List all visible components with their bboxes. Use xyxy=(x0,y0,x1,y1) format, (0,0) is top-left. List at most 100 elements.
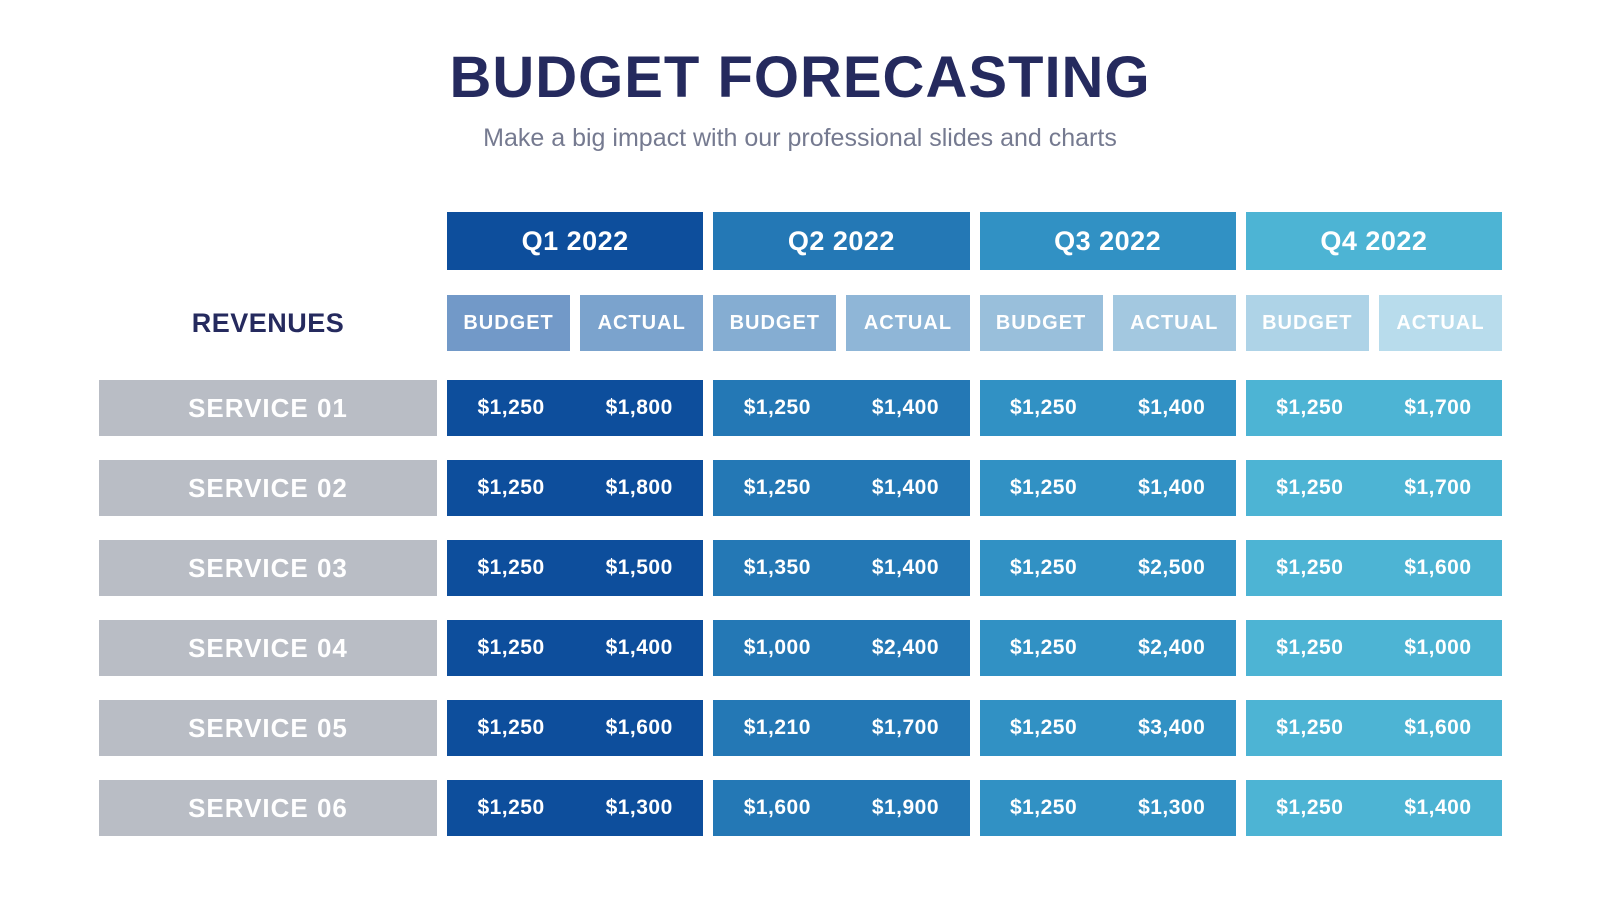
table-row-service-2: SERVICE 02 $1,250 $1,800 $1,250 $1,400 $1,250… xyxy=(99,460,1502,516)
service-label: SERVICE 05 xyxy=(99,700,437,756)
actual-value-cell: $1,600 xyxy=(605,716,673,739)
actual-column-header-q4: ACTUAL xyxy=(1378,295,1502,351)
budget-value-cell: $1,250 xyxy=(1009,716,1078,739)
budget-column-header-q4: BUDGET xyxy=(1245,295,1369,351)
value-block-q2: $1,600 $1,900 xyxy=(713,780,970,836)
value-block-q2: $1,000 $2,400 xyxy=(713,620,970,676)
value-block-q3: $1,250 $2,500 xyxy=(979,540,1236,596)
actual-value-cell: $1,400 xyxy=(1138,396,1206,419)
actual-value-cell: $1,700 xyxy=(1404,396,1472,419)
table-row-service-3: SERVICE 03 $1,250 $1,500 $1,350 $1,400 $1,250… xyxy=(99,540,1502,596)
actual-value-cell: $1,800 xyxy=(605,396,673,419)
value-block-q3: $1,250 $1,400 xyxy=(979,460,1236,516)
page-subtitle: Make a big impact with our professional … xyxy=(483,124,1117,152)
quarter-header-q1: Q1 2022 xyxy=(447,212,704,270)
actual-value-cell: $1,300 xyxy=(1138,796,1206,819)
table-row-service-1: SERVICE 01 $1,250 $1,800 $1,250 $1,400 $1,250… xyxy=(99,380,1502,436)
actual-value-cell: $1,600 xyxy=(1404,716,1472,739)
table-row-service-4: SERVICE 04 $1,250 $1,400 $1,000 $2,400 $1,250… xyxy=(99,620,1502,676)
subheader-group-q3: BUDGET ACTUAL xyxy=(979,295,1236,351)
budget-column-header-q1: BUDGET xyxy=(447,295,571,351)
subheader-row: REVENUES BUDGET ACTUAL BUDGET ACTUAL BUDGET A… xyxy=(99,295,1502,351)
quarter-header-spacer xyxy=(99,212,437,270)
quarter-header-row: Q1 2022 Q2 2022 Q3 2022 Q4 2022 xyxy=(99,212,1502,270)
budget-column-header-q3: BUDGET xyxy=(979,295,1103,351)
budget-value-cell: $1,250 xyxy=(743,476,811,499)
actual-column-header-q2: ACTUAL xyxy=(846,295,970,351)
quarter-header-q2: Q2 2022 xyxy=(713,212,970,270)
budget-value-cell: $1,250 xyxy=(477,396,545,419)
service-label: SERVICE 03 xyxy=(99,540,437,596)
actual-value-cell: $1,400 xyxy=(1138,476,1206,499)
value-block-q2: $1,350 $1,400 xyxy=(713,540,970,596)
actual-value-cell: $1,300 xyxy=(605,796,673,819)
value-block-q4: $1,250 $1,600 xyxy=(1245,700,1502,756)
value-block-q1: $1,250 $1,300 xyxy=(447,780,704,836)
value-block-q3: $1,250 $1,300 xyxy=(979,780,1236,836)
service-label: SERVICE 04 xyxy=(99,620,437,676)
actual-value-cell: $1,000 xyxy=(1404,636,1472,659)
service-label: SERVICE 06 xyxy=(99,780,437,836)
subheader-group-q2: BUDGET ACTUAL xyxy=(713,295,970,351)
service-label: SERVICE 01 xyxy=(99,380,437,436)
value-block-q3: $1,250 $3,400 xyxy=(979,700,1236,756)
actual-value-cell: $1,500 xyxy=(605,556,673,579)
budget-value-cell: $1,250 xyxy=(1276,396,1344,419)
value-block-q2: $1,210 $1,700 xyxy=(713,700,970,756)
value-block-q4: $1,250 $1,400 xyxy=(1245,780,1502,836)
actual-value-cell: $1,700 xyxy=(1404,476,1472,499)
value-block-q2: $1,250 $1,400 xyxy=(713,460,970,516)
budget-value-cell: $1,250 xyxy=(1009,476,1078,499)
value-block-q4: $1,250 $1,000 xyxy=(1245,620,1502,676)
actual-value-cell: $2,400 xyxy=(1138,636,1206,659)
actual-column-header-q3: ACTUAL xyxy=(1112,295,1236,351)
actual-column-header-q1: ACTUAL xyxy=(580,295,704,351)
value-block-q2: $1,250 $1,400 xyxy=(713,380,970,436)
value-block-q4: $1,250 $1,700 xyxy=(1245,380,1502,436)
budget-value-cell: $1,600 xyxy=(743,796,811,819)
actual-value-cell: $3,400 xyxy=(1138,716,1206,739)
quarter-header-q4: Q4 2022 xyxy=(1245,212,1502,270)
budget-value-cell: $1,250 xyxy=(1009,556,1078,579)
budget-value-cell: $1,250 xyxy=(1276,636,1344,659)
budget-value-cell: $1,250 xyxy=(743,396,811,419)
actual-value-cell: $1,400 xyxy=(871,556,940,579)
budget-value-cell: $1,250 xyxy=(1009,636,1078,659)
service-label: SERVICE 02 xyxy=(99,460,437,516)
value-block-q1: $1,250 $1,800 xyxy=(447,460,704,516)
budget-value-cell: $1,250 xyxy=(477,556,545,579)
actual-value-cell: $1,900 xyxy=(871,796,940,819)
actual-value-cell: $1,400 xyxy=(605,636,673,659)
budget-column-header-q2: BUDGET xyxy=(713,295,837,351)
subheader-group-q4: BUDGET ACTUAL xyxy=(1245,295,1502,351)
value-block-q3: $1,250 $1,400 xyxy=(979,380,1236,436)
value-block-q4: $1,250 $1,600 xyxy=(1245,540,1502,596)
budget-value-cell: $1,250 xyxy=(1276,796,1344,819)
quarter-header-q3: Q3 2022 xyxy=(979,212,1236,270)
budget-value-cell: $1,250 xyxy=(1276,556,1344,579)
table-row-service-6: SERVICE 06 $1,250 $1,300 $1,600 $1,900 $1,250… xyxy=(99,780,1502,836)
revenues-label: REVENUES xyxy=(191,307,345,338)
table-row-service-5: SERVICE 05 $1,250 $1,600 $1,210 $1,700 $1,250… xyxy=(99,700,1502,756)
budget-value-cell: $1,250 xyxy=(1276,476,1344,499)
budget-value-cell: $1,250 xyxy=(477,796,545,819)
actual-value-cell: $1,800 xyxy=(605,476,673,499)
budget-value-cell: $1,250 xyxy=(477,716,545,739)
budget-value-cell: $1,250 xyxy=(1009,796,1078,819)
actual-value-cell: $1,700 xyxy=(871,716,940,739)
actual-value-cell: $2,500 xyxy=(1138,556,1206,579)
budget-value-cell: $1,250 xyxy=(477,636,545,659)
budget-value-cell: $1,210 xyxy=(743,716,811,739)
value-block-q1: $1,250 $1,500 xyxy=(447,540,704,596)
budget-value-cell: $1,250 xyxy=(477,476,545,499)
budget-value-cell: $1,250 xyxy=(1276,716,1344,739)
budget-value-cell: $1,350 xyxy=(743,556,811,579)
budget-value-cell: $1,250 xyxy=(1009,396,1078,419)
budget-value-cell: $1,000 xyxy=(743,636,811,659)
value-block-q1: $1,250 $1,400 xyxy=(447,620,704,676)
budget-table: Q1 2022 Q2 2022 Q3 2022 Q4 2022 REVENUES BU… xyxy=(99,212,1502,836)
actual-value-cell: $1,600 xyxy=(1404,556,1472,579)
actual-value-cell: $2,400 xyxy=(871,636,940,659)
value-block-q3: $1,250 $2,400 xyxy=(979,620,1236,676)
